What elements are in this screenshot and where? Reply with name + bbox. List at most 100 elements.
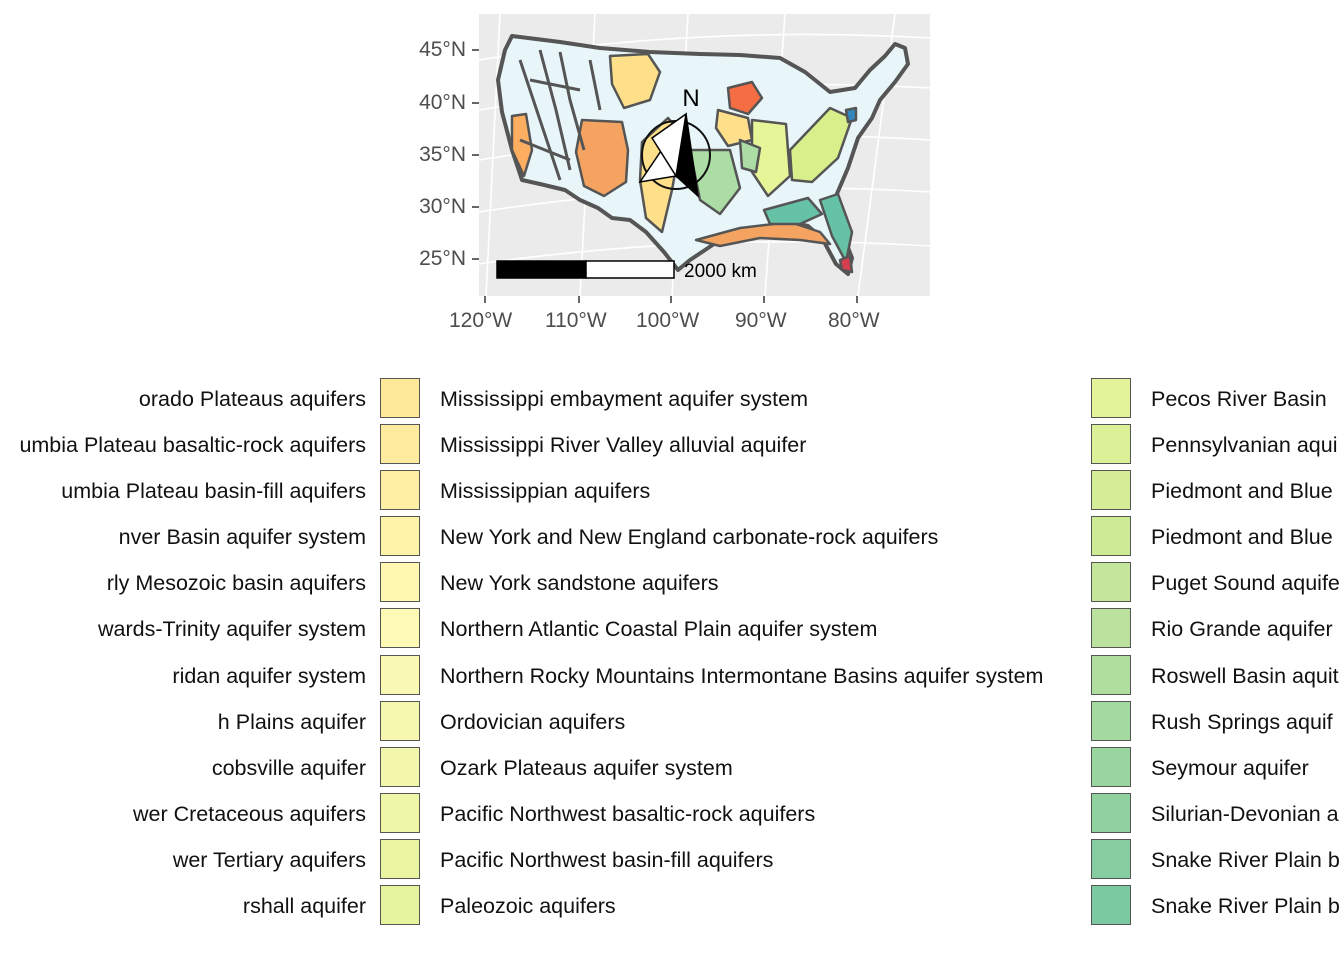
legend-item-label: Pacific Northwest basin-fill aquifers — [440, 847, 774, 872]
legend-swatch — [1091, 700, 1131, 741]
legend-item: Paleozoic aquifers — [380, 885, 1090, 931]
map-canvas: N 2000 km — [472, 13, 931, 303]
legend-swatch — [380, 424, 420, 465]
legend-swatch — [1091, 562, 1131, 603]
legend-item: wer Cretaceous aquifers — [0, 793, 366, 839]
legend-item: umbia Plateau basaltic-rock aquifers — [0, 424, 366, 470]
legend-swatch — [1091, 378, 1131, 418]
legend-item: Mississippi embayment aquifer system — [380, 378, 1090, 424]
legend-item-label: Paleozoic aquifers — [440, 894, 616, 919]
legend-item: wer Tertiary aquifers — [0, 839, 366, 885]
legend-item-label: Pennsylvanian aqui — [1151, 433, 1338, 458]
legend-swatch — [380, 608, 420, 649]
legend-item: Puget Sound aquife — [1091, 562, 1344, 608]
legend-item-label: Seymour aquifer — [1151, 755, 1309, 780]
legend-item-label: wards-Trinity aquifer system — [97, 617, 366, 642]
legend-item: Northern Atlantic Coastal Plain aquifer … — [380, 608, 1090, 654]
legend-item-label: New York sandstone aquifers — [440, 571, 719, 596]
legend-item-label: ridan aquifer system — [172, 663, 366, 688]
north-arrow-icon — [638, 112, 711, 198]
legend-swatch — [1091, 516, 1131, 557]
scale-bar-label: 2000 km — [684, 261, 757, 282]
legend-column-2: Mississippi embayment aquifer system Miss… — [380, 378, 1090, 931]
legend-swatch — [1091, 470, 1131, 511]
legend-item-label: rshall aquifer — [242, 894, 366, 919]
legend-item: Snake River Plain b — [1091, 838, 1344, 885]
legend-column-3: Pecos River Basin Pennsylvanian aqui Piedm… — [1091, 378, 1344, 931]
lat-label-45: 45°N — [419, 38, 466, 61]
legend-item: Roswell Basin aquit — [1091, 654, 1344, 701]
legend-item-label: Snake River Plain b — [1151, 894, 1340, 919]
lon-label-90: 90°W — [735, 309, 787, 332]
legend-item-label: rly Mesozoic basin aquifers — [106, 571, 366, 596]
legend-item-label: Ordovician aquifers — [440, 709, 626, 734]
legend-swatch — [1091, 424, 1131, 465]
legend-swatch — [1091, 838, 1131, 879]
legend-item: rshall aquifer — [0, 885, 366, 931]
legend-item-label: nver Basin aquifer system — [118, 525, 366, 550]
legend-item: Pacific Northwest basaltic-rock aquifers — [380, 792, 1090, 839]
lon-label-80: 80°W — [828, 309, 880, 332]
legend-item-label: Roswell Basin aquit — [1151, 663, 1339, 688]
legend-item: Mississippian aquifers — [380, 470, 1090, 516]
legend-item: New York and New England carbonate-rock … — [380, 516, 1090, 562]
legend-item-label: Piedmont and Blue — [1151, 525, 1333, 550]
legend-item-label: orado Plateaus aquifers — [138, 387, 366, 411]
legend-item-label: Pecos River Basin — [1151, 387, 1327, 411]
legend-swatch — [380, 885, 420, 926]
legend-item: ridan aquifer system — [0, 655, 366, 701]
legend-swatch — [380, 378, 420, 418]
lon-label-100: 100°W — [636, 309, 700, 332]
legend-item-label: Ozark Plateaus aquifer system — [440, 755, 733, 780]
legend-item: Seymour aquifer — [1091, 746, 1344, 793]
legend-item: Piedmont and Blue — [1091, 470, 1344, 516]
lat-label-30: 30°N — [419, 195, 466, 218]
legend-item-label: Snake River Plain b — [1151, 847, 1340, 872]
legend-item-label: umbia Plateau basaltic-rock aquifers — [19, 433, 366, 458]
legend-item-label: wer Cretaceous aquifers — [132, 801, 366, 826]
north-arrow-label: N — [682, 85, 699, 112]
legend-item-label: h Plains aquifer — [217, 709, 366, 734]
legend-item-label: Puget Sound aquife — [1151, 571, 1340, 596]
legend-item: Pacific Northwest basin-fill aquifers — [380, 838, 1090, 885]
legend-item-label: Piedmont and Blue — [1151, 479, 1333, 504]
legend-item: Silurian-Devonian a — [1091, 792, 1344, 839]
lat-label-25: 25°N — [419, 247, 466, 270]
legend-item: New York sandstone aquifers — [380, 562, 1090, 608]
legend-item-label: Mississippi embayment aquifer system — [440, 387, 809, 411]
legend-item: rly Mesozoic basin aquifers — [0, 562, 366, 608]
western-mountain-aquifers — [518, 49, 602, 181]
legend-item-label: Northern Atlantic Coastal Plain aquifer … — [440, 617, 878, 642]
legend-item: Pennsylvanian aqui — [1091, 424, 1344, 470]
legend-swatch — [1091, 654, 1131, 695]
legend-swatch — [1091, 608, 1131, 649]
legend-item: Northern Rocky Mountains Intermontane Ba… — [380, 654, 1090, 701]
legend-swatch — [1091, 746, 1131, 787]
legend-item-label: Mississippi River Valley alluvial aquife… — [440, 433, 807, 458]
legend-item: nver Basin aquifer system — [0, 516, 366, 562]
legend-item: wards-Trinity aquifer system — [0, 608, 366, 654]
legend-item-label: Pacific Northwest basaltic-rock aquifers — [440, 801, 816, 826]
legend-item-label: Mississippian aquifers — [440, 479, 651, 504]
legend-item-label: Rush Springs aquif — [1151, 709, 1333, 734]
legend-item-label: New York and New England carbonate-rock … — [440, 525, 939, 550]
legend-item: cobsville aquifer — [0, 747, 366, 793]
legend-column-1: orado Plateaus aquifers umbia Plateau bas… — [0, 378, 366, 931]
legend-item: h Plains aquifer — [0, 701, 366, 747]
legend-item: Rush Springs aquif — [1091, 700, 1344, 747]
legend-swatch — [380, 470, 420, 511]
legend-item-label: cobsville aquifer — [211, 755, 366, 780]
lat-label-35: 35°N — [419, 143, 466, 166]
legend-item: Rio Grande aquifer — [1091, 608, 1344, 654]
lon-label-120: 120°W — [449, 309, 513, 332]
legend-item-label: Northern Rocky Mountains Intermontane Ba… — [440, 663, 1044, 688]
scale-bar — [496, 260, 675, 279]
aquifer-regions — [510, 52, 858, 274]
legend-item: Ozark Plateaus aquifer system — [380, 746, 1090, 793]
legend-item: Pecos River Basin — [1091, 378, 1344, 424]
legend-item-label: umbia Plateau basin-fill aquifers — [61, 479, 366, 504]
axis-ticks — [472, 49, 858, 303]
legend-item: Ordovician aquifers — [380, 700, 1090, 747]
legend-swatch — [380, 792, 420, 833]
legend-item-label: Silurian-Devonian a — [1151, 801, 1339, 826]
